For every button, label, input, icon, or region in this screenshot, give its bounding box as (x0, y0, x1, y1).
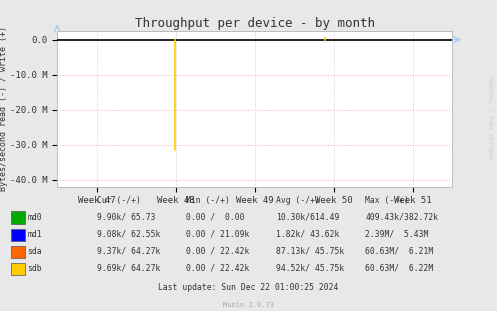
Title: Throughput per device - by month: Throughput per device - by month (135, 17, 375, 30)
Text: 9.90k/ 65.73: 9.90k/ 65.73 (97, 213, 156, 221)
Text: Last update: Sun Dec 22 01:00:25 2024: Last update: Sun Dec 22 01:00:25 2024 (159, 283, 338, 292)
Text: 0.00 / 22.42k: 0.00 / 22.42k (186, 264, 250, 273)
Text: Min (-/+): Min (-/+) (186, 196, 230, 205)
Text: Cur (-/+): Cur (-/+) (97, 196, 141, 205)
Text: 0.00 /  0.00: 0.00 / 0.00 (186, 213, 245, 221)
Text: 409.43k/382.72k: 409.43k/382.72k (365, 213, 438, 221)
Text: Max (-/+): Max (-/+) (365, 196, 409, 205)
Text: sda: sda (27, 247, 42, 256)
Y-axis label: Bytes/second read (-) / write (+): Bytes/second read (-) / write (+) (0, 26, 8, 191)
Text: md0: md0 (27, 213, 42, 221)
Text: 10.30k/614.49: 10.30k/614.49 (276, 213, 339, 221)
Text: 1.82k/ 43.62k: 1.82k/ 43.62k (276, 230, 339, 239)
Text: 0.00 / 22.42k: 0.00 / 22.42k (186, 247, 250, 256)
Text: Munin 2.0.73: Munin 2.0.73 (223, 302, 274, 308)
Text: sdb: sdb (27, 264, 42, 273)
Text: 9.69k/ 64.27k: 9.69k/ 64.27k (97, 264, 161, 273)
Text: 60.63M/  6.21M: 60.63M/ 6.21M (365, 247, 433, 256)
Text: 87.13k/ 45.75k: 87.13k/ 45.75k (276, 247, 344, 256)
Text: 9.08k/ 62.55k: 9.08k/ 62.55k (97, 230, 161, 239)
Text: 2.39M/  5.43M: 2.39M/ 5.43M (365, 230, 429, 239)
Text: 60.63M/  6.22M: 60.63M/ 6.22M (365, 264, 433, 273)
Text: md1: md1 (27, 230, 42, 239)
Text: 9.37k/ 64.27k: 9.37k/ 64.27k (97, 247, 161, 256)
Text: 94.52k/ 45.75k: 94.52k/ 45.75k (276, 264, 344, 273)
Text: Avg (-/+): Avg (-/+) (276, 196, 320, 205)
Text: 0.00 / 21.09k: 0.00 / 21.09k (186, 230, 250, 239)
Text: RRDTOOL / TOBI OETIKER: RRDTOOL / TOBI OETIKER (487, 77, 492, 160)
